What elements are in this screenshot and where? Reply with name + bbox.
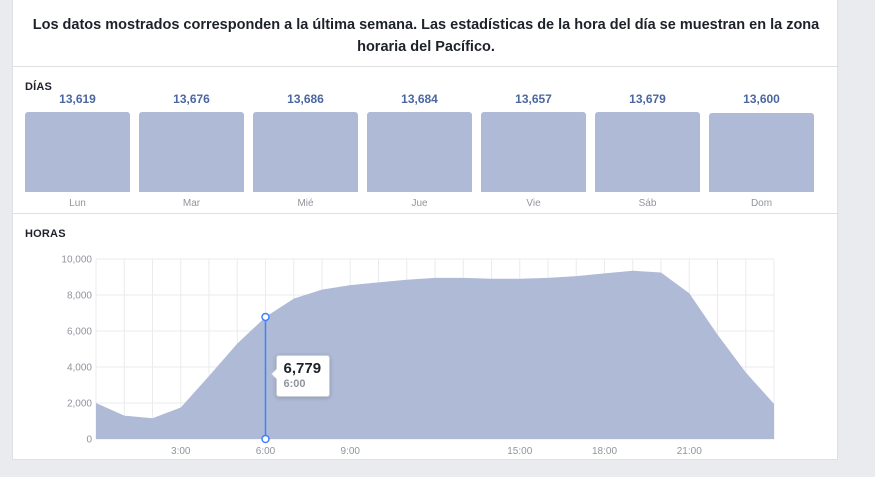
- hours-title: HORAS: [25, 228, 66, 240]
- day-value: 13,600: [743, 92, 780, 106]
- hour-tooltip: 6,779 6:00: [270, 354, 331, 397]
- day-bar[interactable]: [139, 112, 244, 192]
- y-tick-label: 4,000: [67, 363, 92, 374]
- day-column[interactable]: 13,686 Mié: [253, 92, 358, 212]
- day-column[interactable]: 13,619 Lun: [25, 92, 130, 212]
- day-label: Dom: [750, 198, 773, 209]
- day-label: Vie: [526, 198, 541, 209]
- x-tick-label: 9:00: [341, 446, 361, 457]
- day-value: 13,619: [59, 92, 96, 106]
- day-bar[interactable]: [709, 112, 814, 192]
- day-label: Mar: [182, 198, 201, 209]
- highlight-base-point: [261, 434, 270, 444]
- timezone-notice: Los datos mostrados corresponden a la úl…: [32, 17, 820, 55]
- day-bar[interactable]: [481, 112, 586, 192]
- day-column[interactable]: 13,600 Dom: [709, 92, 814, 212]
- day-value: 13,679: [629, 92, 666, 106]
- day-column[interactable]: 13,657 Vie: [481, 92, 586, 212]
- day-label: Lun: [69, 198, 86, 209]
- y-tick-label: 8,000: [67, 291, 92, 302]
- divider: [13, 66, 839, 67]
- day-column[interactable]: 13,676 Mar: [139, 92, 244, 212]
- day-label: Sáb: [638, 198, 657, 209]
- highlight-point: [261, 312, 270, 322]
- day-label: Jue: [411, 198, 428, 209]
- tooltip-value: 6,779: [283, 359, 322, 377]
- day-value: 13,676: [173, 92, 210, 106]
- day-value: 13,686: [287, 92, 324, 106]
- day-value: 13,657: [515, 92, 552, 106]
- day-bar[interactable]: [253, 112, 358, 192]
- day-column[interactable]: 13,679 Sáb: [595, 92, 700, 212]
- y-tick-label: 6,000: [67, 327, 92, 338]
- y-tick-label: 2,000: [67, 399, 92, 410]
- day-column[interactable]: 13,684 Jue: [367, 92, 472, 212]
- divider: [13, 213, 839, 214]
- x-tick-label: 15:00: [507, 446, 532, 457]
- tooltip-time: 6:00: [283, 377, 306, 390]
- hours-chart[interactable]: 0 2,000 4,000 6,000 8,000 10,000 3:00 6:00 9:00 1…: [13, 248, 839, 460]
- days-chart: 13,619 Lun 13,676 Mar 13,686 Mié 13,684 Jue 13,6…: [25, 92, 815, 212]
- y-tick-label: 10,000: [61, 255, 92, 266]
- x-tick-label: 3:00: [171, 446, 191, 457]
- x-tick-label: 18:00: [592, 446, 617, 457]
- x-tick-label: 21:00: [677, 446, 702, 457]
- y-tick-label: 0: [86, 435, 92, 446]
- day-value: 13,684: [401, 92, 438, 106]
- x-tick-label: 6:00: [256, 446, 276, 457]
- days-title: DÍAS: [25, 81, 53, 93]
- day-label: Mié: [297, 198, 314, 209]
- hours-area: [96, 270, 774, 439]
- insights-card: Los datos mostrados corresponden a la úl…: [12, 0, 839, 460]
- day-bar[interactable]: [367, 112, 472, 192]
- day-bar[interactable]: [595, 112, 700, 192]
- day-bar[interactable]: [25, 112, 130, 192]
